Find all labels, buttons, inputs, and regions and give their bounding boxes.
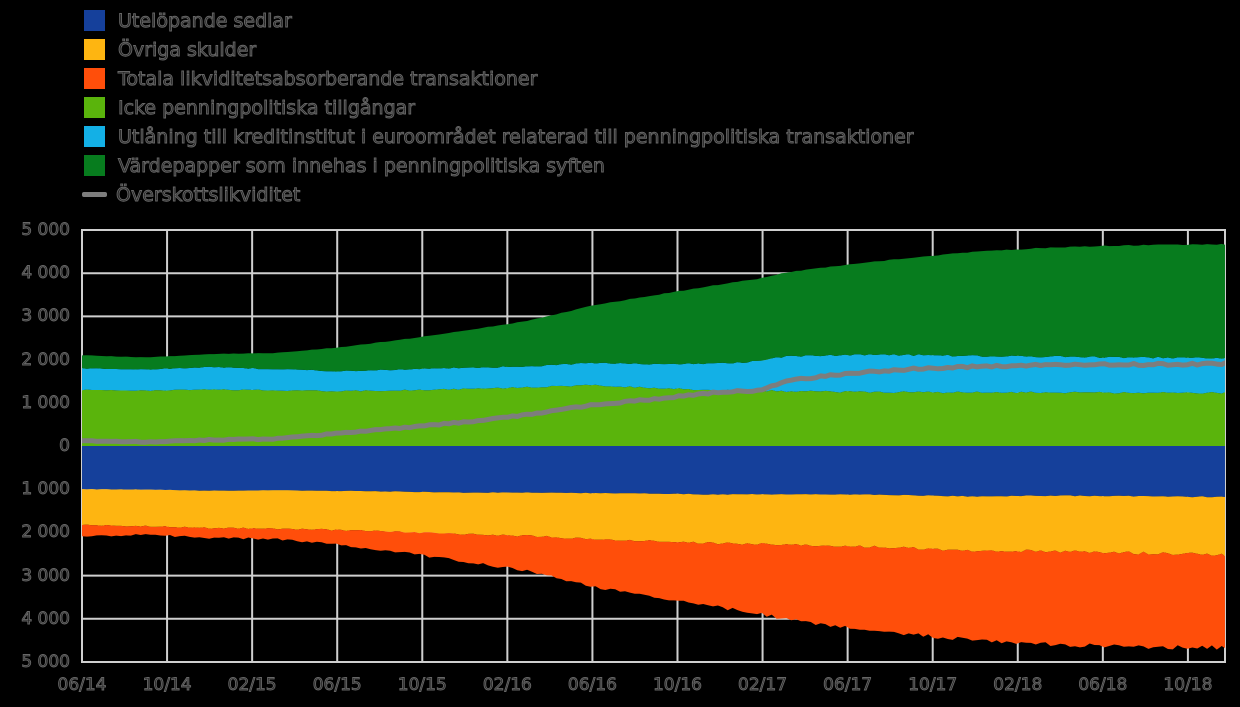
x-tick-label: 02/18 bbox=[993, 675, 1043, 695]
area-0 bbox=[82, 446, 1225, 498]
legend-item: Överskottslikviditet bbox=[82, 180, 914, 209]
x-tick-label: 02/15 bbox=[227, 675, 277, 695]
x-tick-label: 10/15 bbox=[397, 675, 447, 695]
y-tick-label: 5 000 bbox=[21, 652, 71, 672]
legend-item-label: Icke penningpolitiska tillgångar bbox=[118, 96, 416, 119]
y-tick-label: 2 000 bbox=[21, 522, 71, 543]
legend-color-swatch bbox=[84, 155, 105, 176]
legend-color-swatch bbox=[84, 68, 105, 89]
area-2 bbox=[82, 524, 1225, 650]
area-5 bbox=[82, 354, 1225, 394]
excess-liquidity-line bbox=[82, 360, 1225, 445]
x-tick-label: 06/17 bbox=[823, 675, 873, 695]
legend-item: Icke penningpolitiska tillgångar bbox=[84, 93, 914, 122]
legend-item: Utelöpande sedlar bbox=[84, 6, 914, 35]
legend-item-label: Utelöpande sedlar bbox=[118, 9, 293, 32]
y-tick-label: 0 bbox=[59, 436, 71, 456]
legend-item: Totala likviditetsabsorberande transakti… bbox=[84, 64, 914, 93]
y-tick-label: 5 000 bbox=[21, 220, 71, 240]
y-tick-label: 2 000 bbox=[21, 349, 71, 370]
legend-color-swatch bbox=[84, 10, 105, 31]
legend-item: Utlåning till kreditinstitut i euroområd… bbox=[84, 122, 914, 151]
x-tick-label: 02/17 bbox=[738, 675, 788, 695]
legend-item-label: Utlåning till kreditinstitut i euroområd… bbox=[118, 125, 915, 148]
legend-item-label: Värdepapper som innehas i penningpolitis… bbox=[118, 154, 606, 177]
legend-color-swatch bbox=[84, 39, 105, 60]
x-tick-label: 02/16 bbox=[482, 675, 532, 695]
y-tick-label: 3 000 bbox=[21, 565, 71, 586]
x-tick-label: 06/18 bbox=[1078, 675, 1128, 695]
legend-item-label: Överskottslikviditet bbox=[116, 183, 301, 206]
area-6 bbox=[82, 243, 1225, 372]
legend: Utelöpande sedlar Övriga skulder Totala li… bbox=[82, 6, 914, 209]
x-tick-label: 06/16 bbox=[567, 675, 617, 695]
legend-item: Övriga skulder bbox=[84, 35, 914, 64]
legend-line-swatch bbox=[82, 192, 107, 197]
legend-item: Värdepapper som innehas i penningpolitis… bbox=[84, 151, 914, 180]
x-tick-label: 10/14 bbox=[142, 675, 192, 695]
legend-item-label: Övriga skulder bbox=[118, 38, 257, 61]
legend-color-swatch bbox=[84, 97, 105, 118]
y-tick-label: 1 000 bbox=[21, 479, 71, 500]
x-tick-label: 10/16 bbox=[652, 675, 703, 695]
x-tick-label: 10/18 bbox=[1163, 675, 1213, 695]
legend-item-label: Totala likviditetsabsorberande transakti… bbox=[118, 67, 538, 90]
area-1 bbox=[82, 489, 1225, 557]
x-tick-label: 06/14 bbox=[57, 675, 107, 695]
x-tick-label: 06/15 bbox=[312, 675, 362, 695]
legend-color-swatch bbox=[84, 126, 105, 147]
y-tick-label: 4 000 bbox=[21, 608, 71, 629]
chart-areas bbox=[82, 243, 1225, 650]
y-tick-label: 3 000 bbox=[21, 306, 71, 327]
x-tick-label: 10/17 bbox=[908, 675, 958, 695]
y-tick-label: 4 000 bbox=[21, 263, 71, 284]
y-tick-label: 1 000 bbox=[21, 392, 71, 413]
